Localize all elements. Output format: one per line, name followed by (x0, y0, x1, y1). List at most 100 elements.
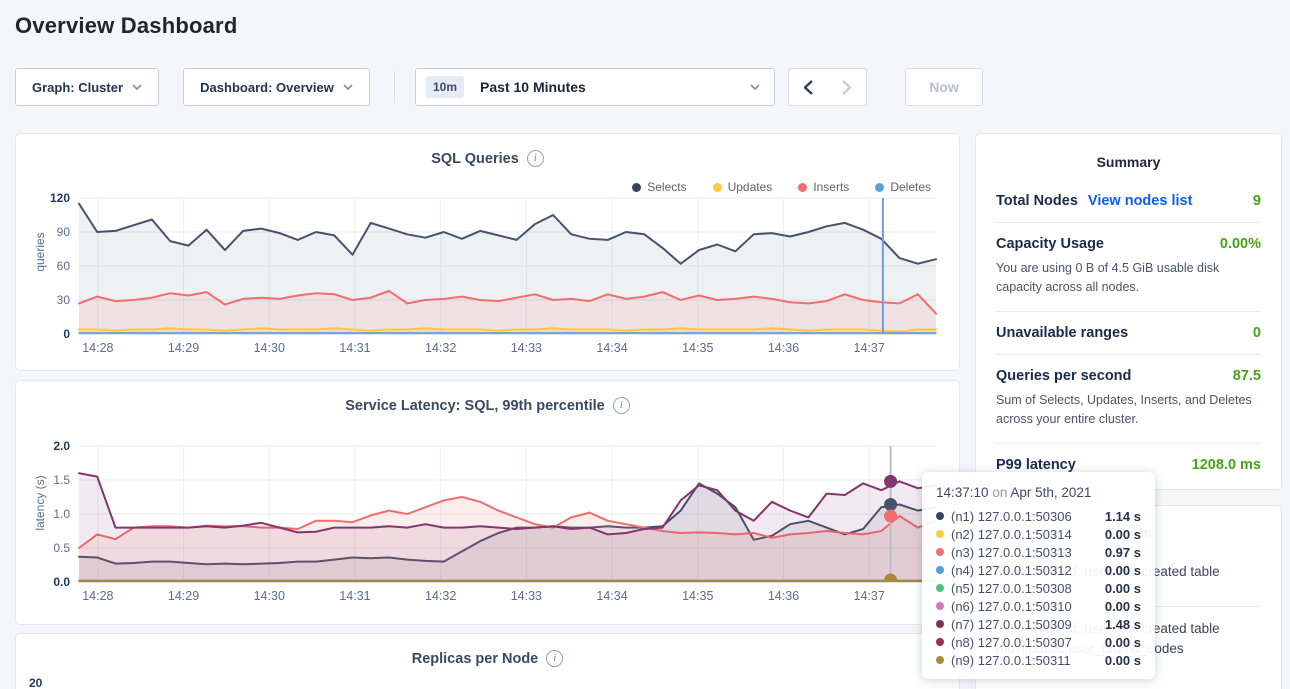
hover-point-dot (884, 475, 897, 488)
now-button-disabled[interactable]: Now (905, 68, 983, 106)
summary-row-label: P99 latency (996, 457, 1076, 473)
overview-dashboard-page: Overview Dashboard Graph: Cluster Dashbo… (0, 0, 1290, 689)
y-axis-tick-label: 0.0 (53, 575, 70, 589)
y-axis-tick-label: 2.0 (53, 439, 70, 453)
view-nodes-list-link[interactable]: View nodes list (1088, 193, 1193, 209)
graph-dropdown[interactable]: Graph: Cluster (15, 68, 159, 106)
summary-row-description: You are using 0 B of 4.5 GiB usable disk… (996, 259, 1261, 298)
x-axis-tick-label: 14:34 (596, 589, 627, 603)
tooltip-node-label: (n9) 127.0.0.1:50311 (951, 653, 1071, 668)
y-axis-tick-label: 0 (63, 327, 70, 341)
x-axis-tick-label: 14:37 (854, 341, 885, 355)
summary-row-head: Unavailable ranges 0 (996, 325, 1261, 341)
x-axis-tick-label: 14:31 (339, 341, 370, 355)
legend-item-inserts[interactable]: Inserts (798, 180, 849, 194)
tooltip-node-label: (n5) 127.0.0.1:50308 (951, 581, 1072, 596)
y-axis-tick-label: 60 (57, 259, 71, 273)
node-color-dot-icon (936, 530, 944, 538)
time-prev-button[interactable] (788, 68, 828, 106)
summary-row-label: Unavailable ranges (996, 325, 1128, 341)
x-axis-tick-label: 14:30 (254, 341, 285, 355)
summary-row: Unavailable ranges 0 (996, 311, 1261, 354)
tooltip-node-label: (n8) 127.0.0.1:50307 (951, 635, 1072, 650)
summary-panel: Summary Total NodesView nodes list9Capac… (975, 133, 1282, 490)
legend-item-updates[interactable]: Updates (713, 180, 773, 194)
tooltip-node-row: (n2) 127.0.0.1:503140.00 s (936, 525, 1141, 543)
replicas-axis-tick-partial: 20 (29, 676, 42, 689)
x-axis-tick-label: 14:29 (168, 589, 199, 603)
chevron-left-icon (804, 80, 813, 95)
summary-row-label: Queries per second (996, 368, 1131, 384)
legend-label: Inserts (813, 180, 849, 194)
x-axis-tick-label: 14:32 (425, 341, 456, 355)
summary-row-value: 0 (1253, 325, 1261, 341)
service-latency-title: Service Latency: SQL, 99th percentile (345, 398, 605, 414)
summary-row-value: 87.5 (1233, 368, 1261, 384)
time-range-label: Past 10 Minutes (480, 79, 586, 95)
time-next-button-disabled[interactable] (827, 68, 867, 106)
summary-row-value: 1208.0 ms (1192, 457, 1261, 473)
toolbar-divider (394, 71, 395, 103)
sql-queries-chart[interactable]: 14:2814:2914:3014:3114:3214:3314:3414:35… (79, 198, 936, 334)
time-range-selector[interactable]: 10m Past 10 Minutes (415, 68, 775, 106)
node-color-dot-icon (936, 620, 944, 628)
y-axis-tick-label: 1.0 (53, 507, 70, 521)
chevron-right-icon (842, 80, 851, 95)
node-color-dot-icon (936, 566, 944, 574)
x-axis-tick-label: 14:35 (682, 589, 713, 603)
summary-row-value: 0.00% (1220, 236, 1261, 252)
replicas-per-node-card: Replicas per Node i (15, 633, 960, 689)
sql-queries-card: SQL Queries i Selects Updates Inserts Delet… (15, 133, 960, 371)
summary-row-head: Queries per second 87.5 (996, 368, 1261, 384)
chevron-down-icon (343, 84, 353, 90)
tooltip-node-row: (n4) 127.0.0.1:503120.00 s (936, 561, 1141, 579)
dashboard-dropdown[interactable]: Dashboard: Overview (183, 68, 370, 106)
legend-dot-icon (798, 183, 807, 192)
x-axis-tick-label: 14:32 (425, 589, 456, 603)
info-icon[interactable]: i (613, 397, 630, 414)
sql-y-axis-label: queries (33, 232, 47, 271)
tooltip-node-row: (n6) 127.0.0.1:503100.00 s (936, 597, 1141, 615)
legend-label: Deletes (890, 180, 931, 194)
node-color-dot-icon (936, 512, 944, 520)
summary-row-label: Total Nodes (996, 193, 1078, 209)
info-icon[interactable]: i (546, 650, 563, 667)
tooltip-node-label: (n4) 127.0.0.1:50312 (951, 563, 1072, 578)
node-color-dot-icon (936, 548, 944, 556)
x-axis-tick-label: 14:30 (254, 589, 285, 603)
tooltip-node-row: (n1) 127.0.0.1:503061.14 s (936, 507, 1141, 525)
legend-dot-icon (875, 183, 884, 192)
tooltip-node-value: 0.00 s (1105, 653, 1141, 668)
tooltip-node-row: (n5) 127.0.0.1:503080.00 s (936, 579, 1141, 597)
service-latency-card: Service Latency: SQL, 99th percentile i … (15, 380, 960, 625)
sql-queries-title: SQL Queries (431, 151, 519, 167)
summary-row-head: P99 latency 1208.0 ms (996, 457, 1261, 473)
x-axis-tick-label: 14:35 (682, 341, 713, 355)
tooltip-node-row: (n8) 127.0.0.1:503070.00 s (936, 633, 1141, 651)
tooltip-node-label: (n1) 127.0.0.1:50306 (951, 509, 1072, 524)
summary-title: Summary (976, 134, 1281, 170)
info-icon[interactable]: i (527, 150, 544, 167)
summary-row-description: Sum of Selects, Updates, Inserts, and De… (996, 391, 1261, 430)
y-axis-tick-label: 90 (57, 225, 71, 239)
node-color-dot-icon (936, 656, 944, 664)
legend-dot-icon (713, 183, 722, 192)
legend-label: Selects (647, 180, 686, 194)
y-axis-tick-label: 120 (50, 191, 70, 205)
summary-row-value: 9 (1253, 193, 1261, 209)
legend-dot-icon (632, 183, 641, 192)
legend-item-deletes[interactable]: Deletes (875, 180, 931, 194)
summary-row: Queries per second 87.5 Sum of Selects, Up… (996, 354, 1261, 443)
tooltip-node-row: (n3) 127.0.0.1:503130.97 s (936, 543, 1141, 561)
x-axis-tick-label: 14:28 (82, 341, 113, 355)
node-color-dot-icon (936, 638, 944, 646)
sql-queries-legend: Selects Updates Inserts Deletes (632, 180, 931, 194)
legend-item-selects[interactable]: Selects (632, 180, 686, 194)
tooltip-node-label: (n6) 127.0.0.1:50310 (951, 599, 1072, 614)
x-axis-tick-label: 14:33 (511, 589, 542, 603)
summary-row: Total Nodes View nodes list 9 (996, 180, 1261, 222)
dashboard-dropdown-label: Dashboard: Overview (200, 80, 334, 95)
time-range-badge: 10m (426, 76, 464, 98)
x-axis-tick-label: 14:37 (854, 589, 885, 603)
service-latency-chart[interactable]: 14:2814:2914:3014:3114:3214:3314:3414:35… (79, 446, 936, 582)
